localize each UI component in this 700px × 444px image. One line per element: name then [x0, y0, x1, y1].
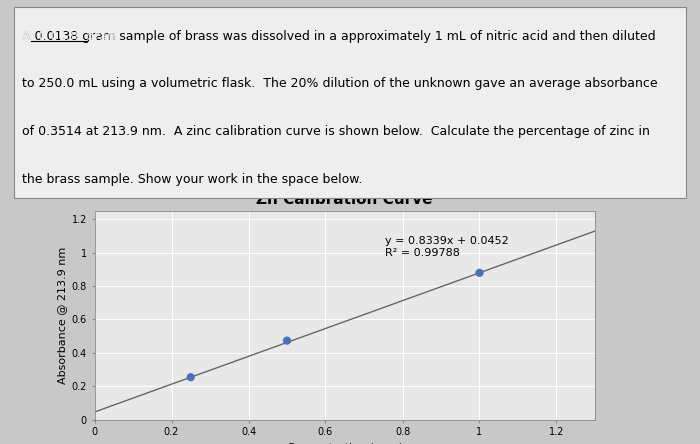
Text: A  0.0138 gram: A 0.0138 gram: [22, 30, 119, 43]
X-axis label: Concentration (ppm): Concentration (ppm): [287, 443, 402, 444]
Point: [281, 337, 293, 344]
FancyBboxPatch shape: [14, 7, 686, 198]
Point: [185, 373, 196, 381]
Text: y = 0.8339x + 0.0452
R² = 0.99788: y = 0.8339x + 0.0452 R² = 0.99788: [385, 236, 508, 258]
Text: A 0.0138 gram sample of brass was dissolved in a approximately 1 mL of nitric ac: A 0.0138 gram sample of brass was dissol…: [22, 30, 656, 43]
Y-axis label: Absorbance @ 213.9 nm: Absorbance @ 213.9 nm: [57, 246, 67, 384]
Point: [474, 269, 485, 276]
Text: of 0.3514 at 213.9 nm.  A zinc calibration curve is shown below.  Calculate the : of 0.3514 at 213.9 nm. A zinc calibratio…: [22, 125, 650, 138]
Text: A: A: [22, 30, 34, 43]
Title: Zn Calibration Curve: Zn Calibration Curve: [256, 192, 433, 207]
Text: the brass sample. Show your work in the space below.: the brass sample. Show your work in the …: [22, 173, 363, 186]
Text: to 250.0 mL using a volumetric flask.  The 20% dilution of the unknown gave an a: to 250.0 mL using a volumetric flask. Th…: [22, 77, 658, 90]
